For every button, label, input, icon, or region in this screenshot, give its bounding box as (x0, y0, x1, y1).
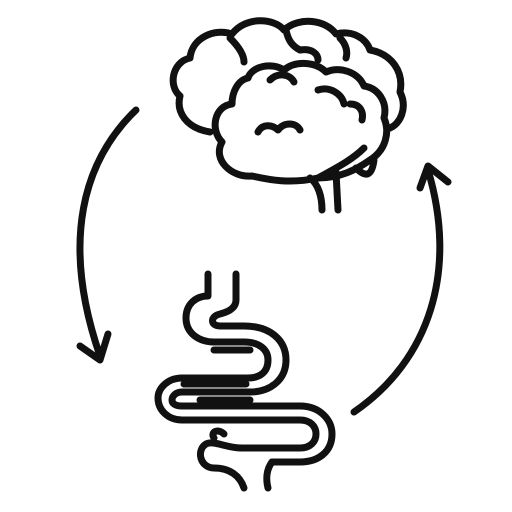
cycle-arrow-left-icon (76, 106, 140, 364)
cycle-arrow-right-icon (350, 162, 452, 416)
brain-icon (169, 17, 407, 214)
intestines-icon (154, 270, 336, 492)
